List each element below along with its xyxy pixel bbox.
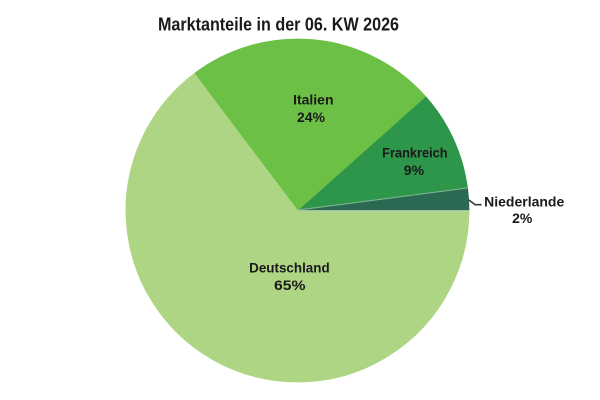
- svg-text:Niederlande: Niederlande: [484, 193, 564, 209]
- svg-text:65%: 65%: [274, 277, 306, 293]
- svg-text:Italien: Italien: [293, 91, 333, 107]
- svg-text:24%: 24%: [297, 109, 326, 125]
- svg-text:Deutschland: Deutschland: [249, 260, 330, 276]
- svg-text:Frankreich: Frankreich: [382, 145, 448, 161]
- svg-text:Marktanteile in der 06. KW 202: Marktanteile in der 06. KW 2026: [158, 15, 399, 35]
- svg-text:2%: 2%: [512, 210, 533, 226]
- svg-text:9%: 9%: [404, 162, 425, 178]
